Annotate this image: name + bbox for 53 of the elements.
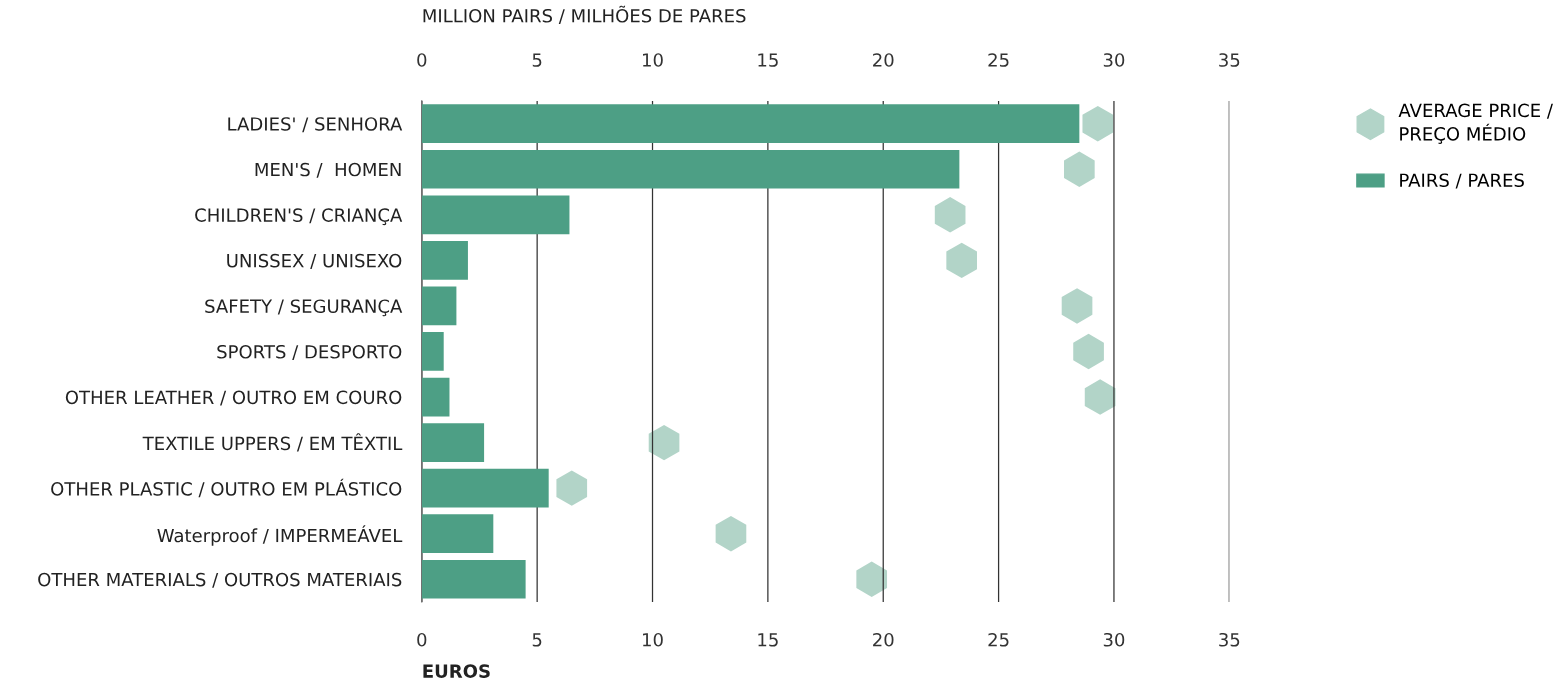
x2-tick-label: 25 [988,53,1009,67]
point [1064,151,1095,187]
y-tick-label: SPORTS / DESPORTO [217,344,402,361]
bar [421,514,494,554]
x-tick-label: 25 [988,632,1009,647]
point [1073,333,1104,370]
bar [421,104,1080,144]
x-tick-label: 5 [532,633,542,647]
bar [421,332,444,371]
y-tick-label: SAFETY / SEGURANÇA [205,299,403,317]
bar [421,377,450,417]
bar [421,559,526,599]
bar [421,468,549,508]
point [946,242,978,279]
point [1082,105,1114,142]
x2-tick-label: 0 [417,53,427,67]
point [648,424,680,461]
point [1061,288,1093,324]
point [715,516,747,552]
x2-tick-label: 15 [758,53,778,67]
legend-label: AVERAGE PRICE / PREÇO MÉDIO [1398,103,1553,144]
y-tick-label: LADIES' / SENHORA [228,117,403,133]
bar [421,195,570,235]
y-tick-label: Waterproof / IMPERMEÁVEL [157,525,403,546]
x2-tick-label: 5 [532,53,542,67]
x-tick-label: 10 [643,632,663,647]
y-tick-label: OTHER PLASTIC / OUTRO EM PLÁSTICO [51,478,402,498]
point [556,470,588,506]
y-tick-label: OTHER MATERIALS / OUTROS MATERIAIS [38,572,402,588]
x2-tick-label: 20 [873,53,894,67]
y-tick-label: CHILDREN'S / CRIANÇA [195,208,403,226]
bar [421,286,457,326]
x-tick-label: 30 [1103,632,1125,647]
y-tick-label: OTHER LEATHER / OUTRO EM COURO [65,390,402,406]
legend-label: PAIRS / PARES [1400,173,1524,189]
bar [421,241,468,280]
y-tick-label: TEXTILE UPPERS / EM TÊXTIL [142,433,403,452]
x2-axis-title: MILLION PAIRS / MILHÕES DE PARES [423,5,746,25]
y-tick-label: MEN'S / HOMEN [255,162,401,178]
bar [421,423,485,462]
x-tick-label: 20 [873,632,894,647]
x-axis-title: EUROS [423,664,490,678]
x2-tick-label: 35 [1219,53,1240,67]
x-tick-label: 0 [417,632,427,647]
point [934,197,966,233]
point [856,561,888,597]
y-tick-label: UNISSEX / UNISEXO [227,253,402,269]
point [1084,379,1116,415]
x2-tick-label: 10 [643,53,663,67]
x-tick-label: 35 [1219,632,1240,647]
bar [421,149,960,189]
x2-tick-label: 30 [1103,53,1125,67]
x-tick-label: 15 [758,633,778,647]
